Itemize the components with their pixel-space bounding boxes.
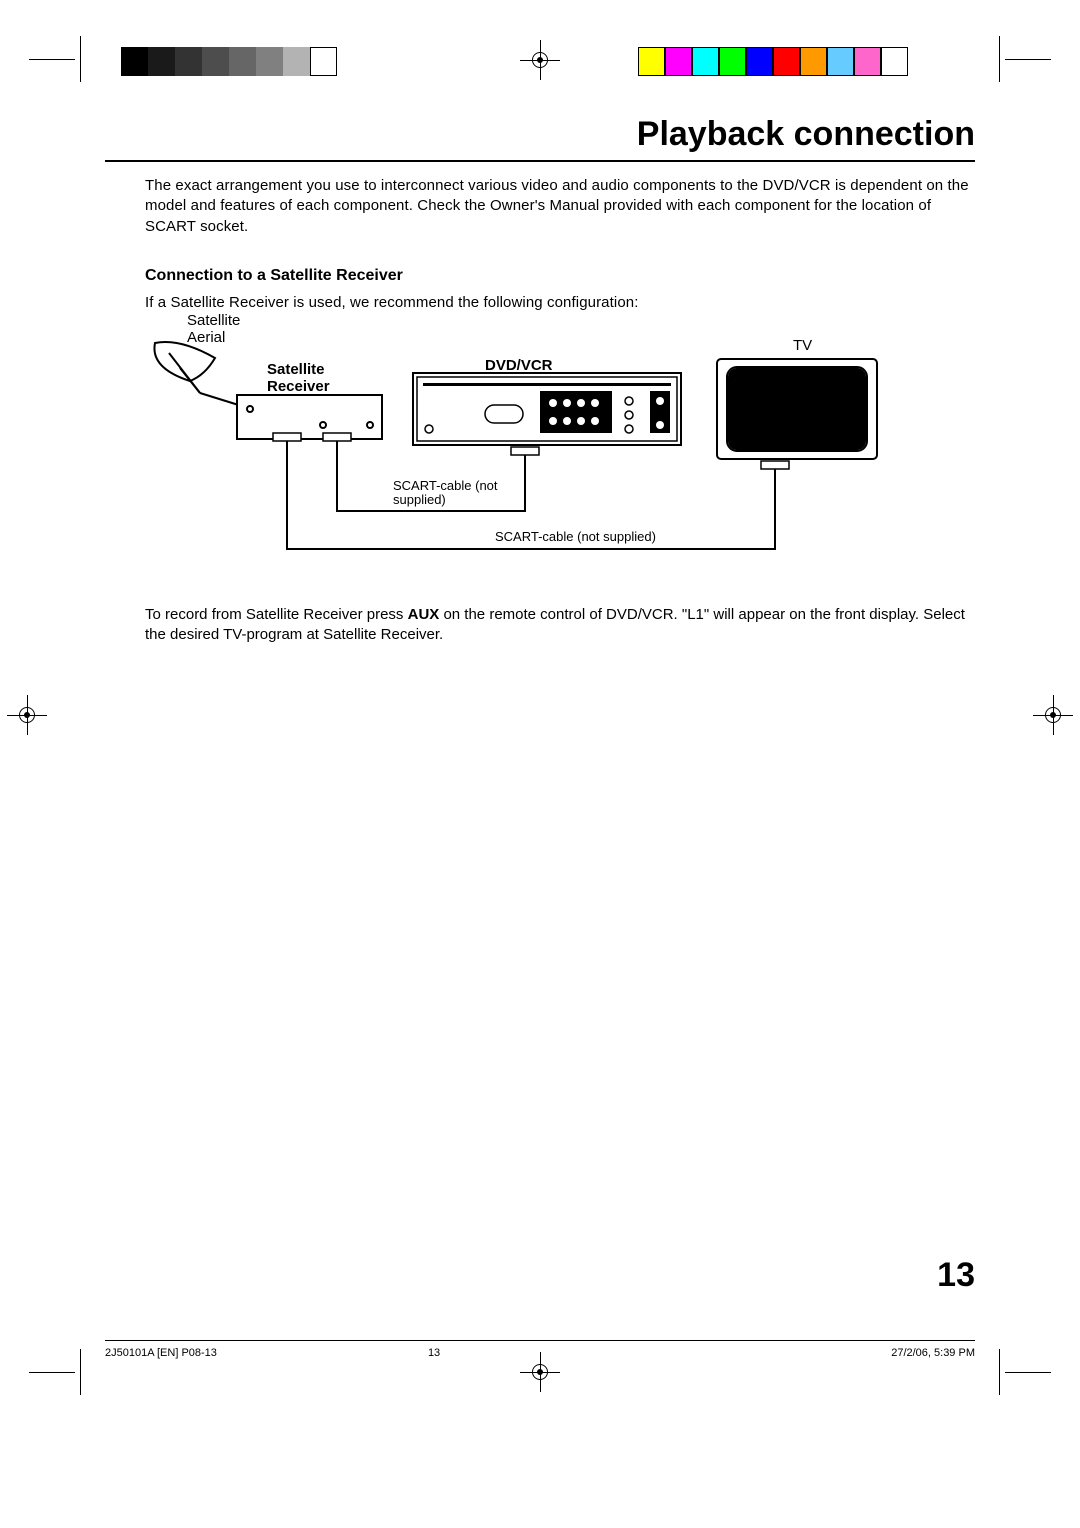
footer-page: 13 [428, 1347, 440, 1359]
section-heading: Connection to a Satellite Receiver [145, 267, 975, 285]
crop-mark [999, 1349, 1000, 1395]
section-intro: If a Satellite Receiver is used, we reco… [145, 293, 975, 313]
crop-mark [1005, 59, 1051, 60]
diagram-svg [145, 313, 925, 593]
page-footer: 2J50101A [EN] P08-13 13 27/2/06, 5:39 PM [105, 1340, 975, 1359]
intro-text: The exact arrangement you use to interco… [145, 176, 975, 237]
crop-mark [999, 36, 1000, 82]
page-content: Playback connection The exact arrangemen… [105, 115, 975, 646]
page-number: 13 [937, 1256, 975, 1295]
page-title: Playback connection [105, 115, 975, 162]
crop-mark [80, 36, 81, 82]
crop-mark [80, 1349, 81, 1395]
crop-mark [29, 1372, 75, 1373]
footer-timestamp: 27/2/06, 5:39 PM [891, 1347, 975, 1359]
bottom-instructions: To record from Satellite Receiver press … [145, 605, 975, 646]
connection-diagram: SatelliteAerial TV SatelliteReceiver DVD… [145, 313, 925, 593]
crop-mark [1005, 1372, 1051, 1373]
crop-mark [29, 59, 75, 60]
footer-doc-id: 2J50101A [EN] P08-13 [105, 1347, 217, 1359]
gray-calibration-strip [121, 47, 337, 76]
color-calibration-strip [638, 47, 908, 76]
